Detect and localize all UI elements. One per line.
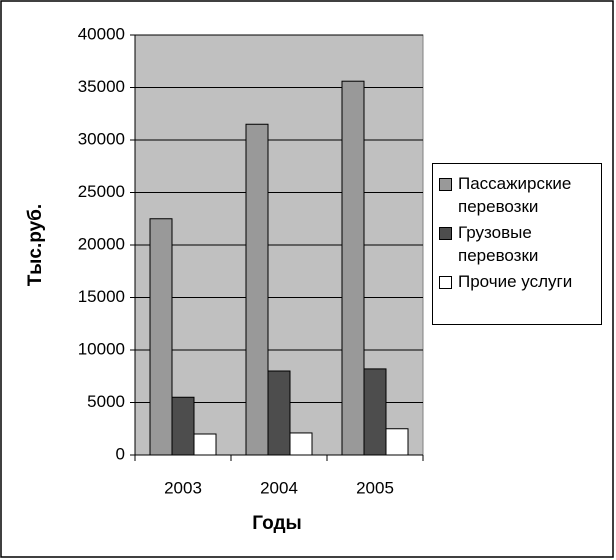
legend-label: Прочие услуги xyxy=(458,272,573,291)
y-tick-label: 5000 xyxy=(87,392,125,411)
bar xyxy=(385,428,409,456)
bar xyxy=(245,123,269,456)
y-axis-label: Тыс.руб. xyxy=(25,204,46,286)
legend-item: Прочие услуги xyxy=(439,270,601,293)
y-tick-label: 25000 xyxy=(78,182,125,201)
legend-swatch xyxy=(439,276,452,289)
x-tick-label: 2005 xyxy=(356,478,394,497)
bar xyxy=(341,80,365,456)
bar xyxy=(193,433,217,456)
legend-swatch xyxy=(439,227,452,240)
legend-item: Грузовые перевозки xyxy=(439,221,601,267)
y-tick-label: 40000 xyxy=(78,24,125,43)
y-tick-label: 30000 xyxy=(78,129,125,148)
bar xyxy=(267,370,291,456)
bar xyxy=(149,218,173,456)
bar xyxy=(363,368,387,456)
bar xyxy=(289,432,313,456)
legend-label: Грузовые перевозки xyxy=(458,223,539,265)
x-tick-label: 2003 xyxy=(164,478,202,497)
x-tick-label: 2004 xyxy=(260,478,298,497)
y-tick-label: 10000 xyxy=(78,339,125,358)
y-tick-label: 20000 xyxy=(78,234,125,253)
x-axis-label: Годы xyxy=(252,513,301,534)
y-tick-label: 0 xyxy=(116,444,125,463)
y-tick-label: 35000 xyxy=(78,77,125,96)
bar xyxy=(171,396,195,456)
legend: Пассажирские перевозки Грузовые перевозки… xyxy=(432,163,602,325)
legend-item: Пассажирские перевозки xyxy=(439,172,601,218)
y-tick-label: 15000 xyxy=(78,287,125,306)
legend-swatch xyxy=(439,178,452,191)
legend-label: Пассажирские перевозки xyxy=(458,174,572,216)
